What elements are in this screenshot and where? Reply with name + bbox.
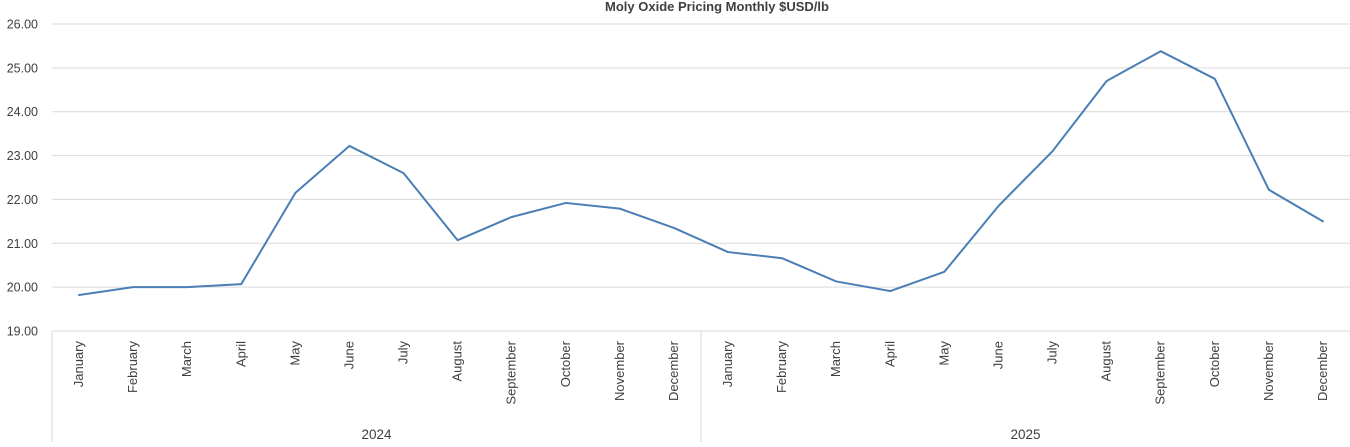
x-tick-label: March [179, 341, 194, 377]
y-tick-label: 24.00 [7, 105, 38, 119]
x-tick-label: July [1045, 341, 1060, 365]
x-tick-label: September [504, 340, 519, 404]
x-tick-label: February [125, 341, 140, 394]
y-tick-label: 23.00 [7, 149, 38, 163]
y-tick-label: 26.00 [7, 18, 38, 32]
x-tick-label: December [666, 340, 681, 401]
x-tick-label: October [1207, 340, 1222, 387]
x-tick-label: May [936, 341, 951, 366]
x-group-label: 2025 [1010, 427, 1040, 442]
x-tick-label: April [882, 341, 897, 367]
y-tick-label: 21.00 [7, 237, 38, 251]
x-tick-label: June [990, 341, 1005, 369]
y-tick-label: 19.00 [7, 325, 38, 339]
x-tick-label: August [450, 341, 465, 382]
y-tick-label: 22.00 [7, 193, 38, 207]
x-tick-label: March [828, 341, 843, 377]
x-tick-label: December [1315, 340, 1330, 401]
y-tick-label: 25.00 [7, 61, 38, 75]
x-tick-label: January [71, 341, 86, 388]
x-tick-label: April [233, 341, 248, 367]
x-tick-label: November [612, 340, 627, 401]
chart-title: Moly Oxide Pricing Monthly $USD/lb [605, 0, 829, 14]
x-tick-label: November [1261, 340, 1276, 401]
y-tick-label: 20.00 [7, 281, 38, 295]
x-tick-label: June [341, 341, 356, 369]
x-tick-label: May [287, 341, 302, 366]
x-tick-label: July [396, 341, 411, 365]
x-tick-label: January [720, 341, 735, 388]
x-tick-label: August [1099, 341, 1114, 382]
x-group-label: 2024 [361, 427, 392, 442]
series-line [79, 51, 1323, 295]
x-tick-label: September [1153, 340, 1168, 404]
x-tick-label: February [774, 341, 789, 394]
x-tick-label: October [558, 340, 573, 387]
